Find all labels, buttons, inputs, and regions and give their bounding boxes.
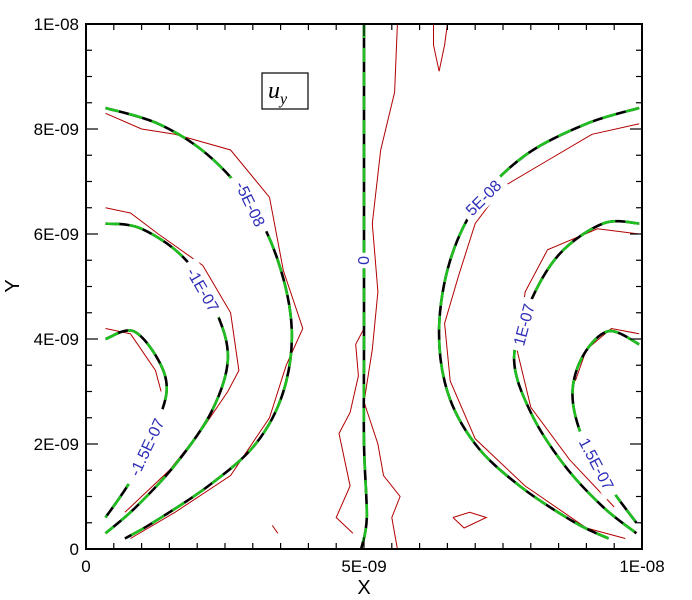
x-axis-title: X bbox=[357, 577, 370, 599]
contour-label-1: -5E-08 bbox=[228, 171, 274, 237]
y-axis-title: Y bbox=[2, 279, 24, 292]
variable-subscript: y bbox=[278, 91, 288, 108]
contour-noisy-5-0 bbox=[105, 328, 162, 392]
contour-noisy-0-2 bbox=[433, 24, 448, 72]
tick-labels: 0 5E-09 1E-08 0 2E-09 4E-09 6E-09 8E-09 1E-08 bbox=[34, 15, 665, 576]
contour-label-6: 1.5E-07 bbox=[570, 426, 623, 501]
contour-label-text-4: 1E-07 bbox=[511, 302, 538, 348]
contour-dash-4-0 bbox=[512, 219, 640, 535]
contour-label-bg-6 bbox=[570, 426, 623, 501]
contour-dash-2-0 bbox=[437, 106, 640, 540]
contour-label-bg-4 bbox=[506, 296, 541, 354]
contour-label-bg-3 bbox=[178, 257, 228, 322]
y-tick-label-3: 6E-09 bbox=[34, 225, 79, 244]
contour-noisy-0-4 bbox=[271, 525, 279, 534]
contour-noisy-0-1 bbox=[335, 328, 365, 534]
contour-lines bbox=[104, 24, 640, 549]
contour-label-bg-2 bbox=[457, 171, 510, 224]
contour-label-text-0: 0 bbox=[354, 256, 371, 265]
x-tick-label-0: 0 bbox=[81, 557, 90, 576]
x-tick-label-1: 5E-09 bbox=[341, 557, 386, 576]
contour-label-text-5: -1.5E-07 bbox=[127, 416, 169, 479]
contour-label-bg-5 bbox=[119, 405, 173, 489]
contour-noisy-6-0 bbox=[574, 327, 640, 382]
y-tick-label-2: 4E-09 bbox=[34, 330, 79, 349]
contour-labels: 0 -5E-08 5E-08 -1E-07 1E-07 -1.5E-07 1.5E-07 bbox=[119, 171, 623, 501]
variable-legend-label: uy bbox=[268, 78, 288, 108]
y-tick-label-0: 0 bbox=[70, 540, 79, 559]
variable-legend: uy bbox=[261, 72, 309, 110]
y-tick-label-1: 2E-09 bbox=[34, 435, 79, 454]
contour-label-bg-1 bbox=[228, 171, 274, 237]
contour-noisy-0-0 bbox=[363, 24, 401, 549]
contour-label-2: 5E-08 bbox=[457, 171, 510, 224]
variable-symbol: u bbox=[268, 78, 280, 104]
contour-noisy-0-3 bbox=[452, 511, 488, 529]
y-tick-label-5: 1E-08 bbox=[34, 15, 79, 34]
y-tick-label-4: 8E-09 bbox=[34, 120, 79, 139]
axis-ticks bbox=[85, 23, 643, 550]
contour-label-0: 0 bbox=[354, 252, 374, 269]
contour-noisy-2-0 bbox=[444, 123, 640, 539]
contour-label-4: 1E-07 bbox=[506, 296, 541, 354]
contour-label-bg-0 bbox=[354, 252, 374, 269]
contour-dash-1-0 bbox=[105, 106, 294, 540]
contour-dash-3-0 bbox=[104, 222, 230, 535]
contour-noisy-1-0 bbox=[105, 112, 304, 539]
variable-legend-box bbox=[261, 72, 309, 110]
x-tick-label-2: 1E-08 bbox=[619, 557, 664, 576]
contour-dash-0-0 bbox=[359, 24, 369, 549]
contour-label-text-3: -1E-07 bbox=[182, 265, 221, 315]
